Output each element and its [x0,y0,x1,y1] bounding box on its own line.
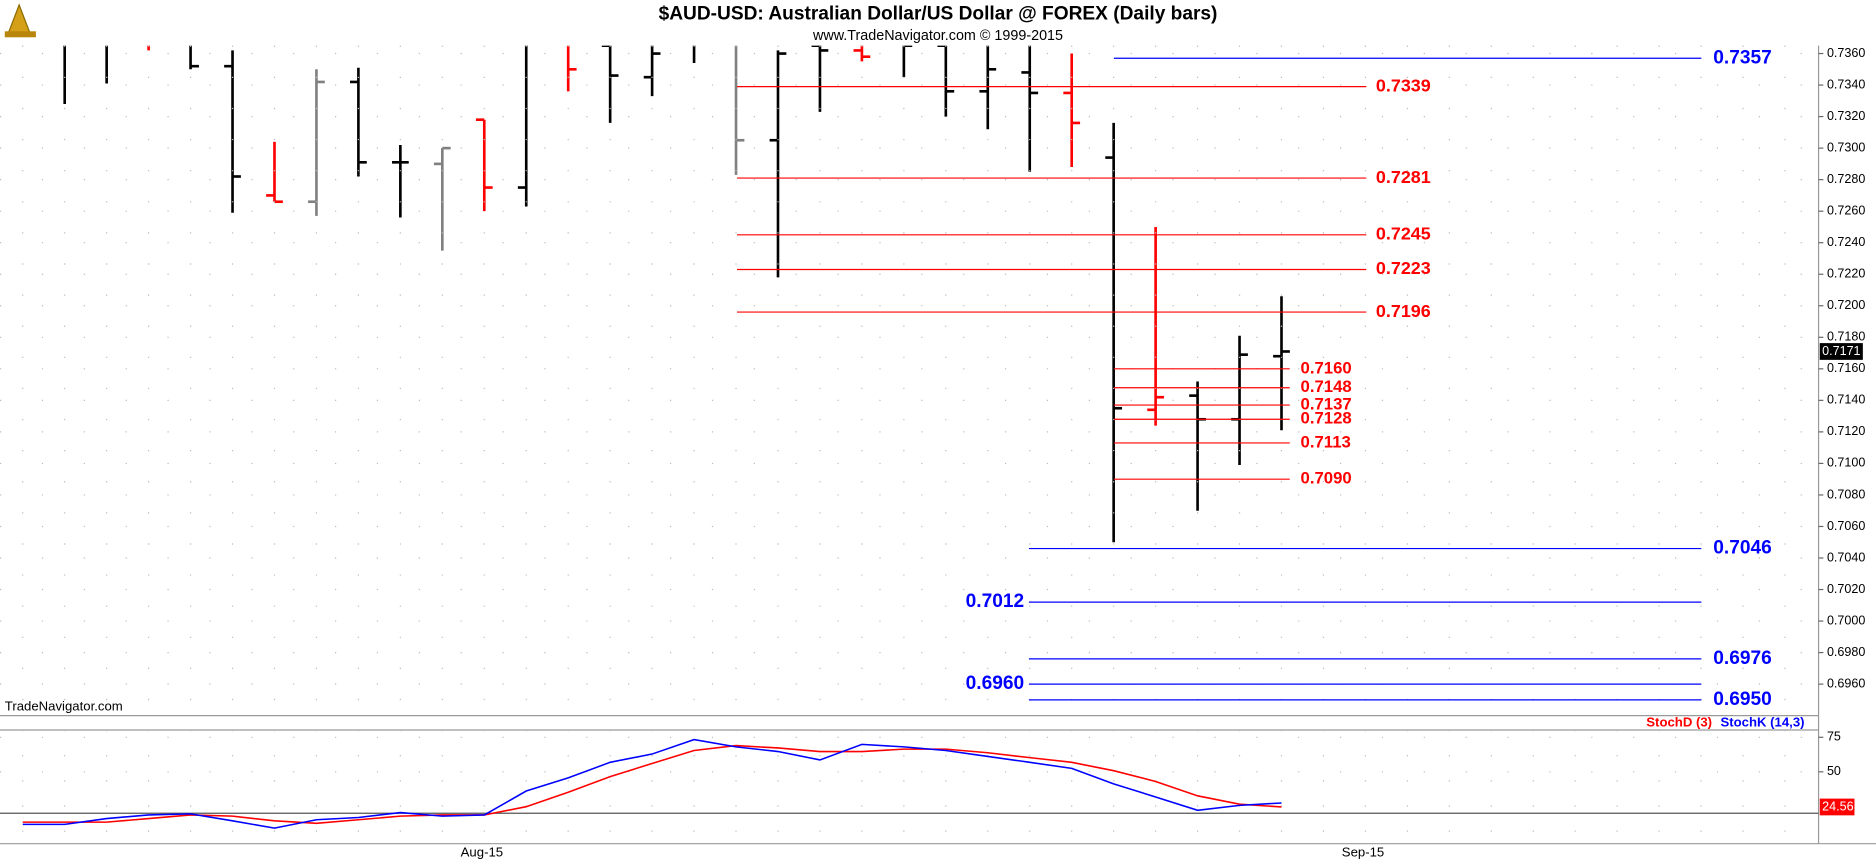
y-tick-label: 0.7160 [1827,361,1865,375]
y-tick-label: 0.7240 [1827,235,1865,249]
legend-label: StochK (14,3) [1720,714,1804,729]
level-label: 0.7090 [1301,469,1352,488]
level-label: 0.7148 [1301,377,1352,396]
level-label: 0.7137 [1301,395,1352,414]
level-label: 0.6976 [1713,648,1771,669]
last-value-label: 24.56 [1822,799,1853,813]
y-tick-label: 75 [1827,730,1841,744]
level-label: 0.7281 [1376,167,1431,187]
last-value-box [1819,798,1855,816]
level-label: 0.7012 [966,591,1024,612]
y-tick-label: 0.7060 [1827,519,1865,533]
stoch-line [22,738,1282,829]
y-tick-label: 0.7300 [1827,140,1865,154]
y-tick-label: 0.7000 [1827,613,1865,627]
level-label: 0.7357 [1713,47,1771,68]
stoch-line [22,744,1282,825]
y-tick-label: 0.7260 [1827,203,1865,217]
level-label: 0.7046 [1713,538,1771,559]
y-tick-label: 0.7320 [1827,109,1865,123]
last-price-label: 0.7171 [1822,344,1860,358]
y-tick-label: 0.6960 [1827,676,1865,690]
logo [4,3,36,38]
level-label: 0.7113 [1301,432,1351,451]
y-tick-label: 0.7120 [1827,424,1865,438]
x-tick-label: Sep-15 [1342,845,1384,860]
watermark: TradeNavigator.com [5,699,123,714]
y-tick-label: 0.7220 [1827,267,1865,281]
chart-title: $AUD-USD: Australian Dollar/US Dollar @ … [659,4,1218,25]
level-label: 0.7245 [1376,224,1431,244]
y-tick-label: 0.7340 [1827,77,1865,91]
y-tick-label: 0.7280 [1827,172,1865,186]
level-label: 0.7223 [1376,258,1431,278]
chart-subtitle: www.TradeNavigator.com © 1999-2015 [812,28,1063,44]
level-label: 0.6950 [1713,689,1771,710]
level-label: 0.6960 [966,673,1024,694]
y-tick-label: 50 [1827,764,1841,778]
y-tick-label: 0.7360 [1827,46,1865,60]
level-label: 0.7128 [1301,409,1352,428]
y-tick-label: 0.7080 [1827,487,1865,501]
level-label: 0.7196 [1376,301,1431,321]
y-tick-label: 0.6980 [1827,645,1865,659]
y-tick-label: 0.7140 [1827,393,1865,407]
level-label: 0.7339 [1376,75,1431,95]
y-tick-label: 0.7200 [1827,298,1865,312]
y-tick-label: 0.7180 [1827,330,1865,344]
level-label: 0.7160 [1301,358,1352,377]
y-tick-label: 0.7040 [1827,550,1865,564]
y-tick-label: 0.7020 [1827,582,1865,596]
legend-label: StochD (3) [1646,714,1712,729]
y-tick-label: 0.7100 [1827,456,1865,470]
x-tick-label: Aug-15 [461,845,503,860]
last-price-box [1819,343,1863,360]
